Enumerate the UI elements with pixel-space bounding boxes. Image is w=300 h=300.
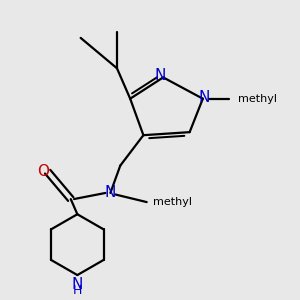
- Text: N: N: [154, 68, 166, 83]
- Text: O: O: [37, 164, 49, 179]
- Text: methyl: methyl: [153, 197, 192, 207]
- Text: N: N: [199, 90, 210, 105]
- Text: H: H: [73, 284, 82, 297]
- Text: N: N: [105, 185, 116, 200]
- Text: N: N: [72, 277, 83, 292]
- Text: methyl: methyl: [238, 94, 277, 104]
